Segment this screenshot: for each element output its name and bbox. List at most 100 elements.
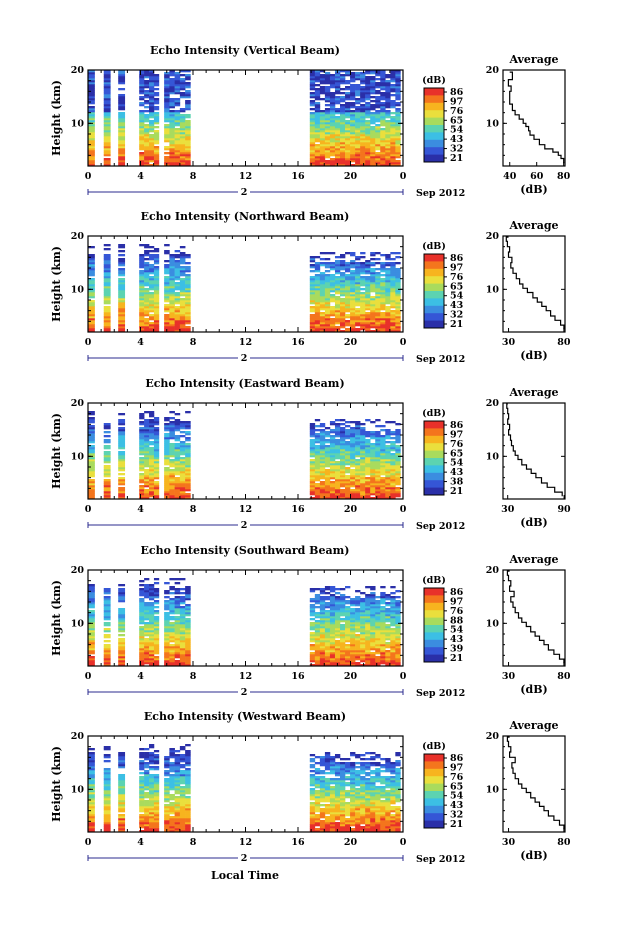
- heatmap-cell: [395, 74, 401, 77]
- heatmap-cell: [365, 628, 371, 631]
- heatmap-cell: [139, 290, 145, 293]
- heatmap-cell: [329, 616, 336, 619]
- heatmap-cell: [153, 447, 160, 450]
- heatmap-cell: [350, 622, 356, 625]
- heatmap-cell: [334, 469, 341, 472]
- heatmap-cell: [380, 82, 386, 85]
- heatmap-cell: [164, 266, 170, 269]
- heatmap-cell: [149, 495, 155, 498]
- heatmap-cell: [365, 72, 371, 75]
- heatmap-cell: [370, 658, 376, 661]
- heatmap-cell: [139, 463, 145, 466]
- heatmap-cell: [314, 497, 321, 500]
- heatmap-cell: [345, 280, 351, 283]
- heatmap-cell: [144, 274, 150, 277]
- heatmap-cell: [365, 104, 371, 107]
- heatmap-cell: [345, 606, 351, 609]
- heatmap-cell: [390, 624, 396, 627]
- heatmap-cell: [375, 312, 381, 315]
- heatmap-cell: [380, 425, 386, 428]
- heatmap-cell: [345, 270, 351, 273]
- heatmap-cell: [88, 274, 95, 277]
- heatmap-cell: [149, 140, 155, 143]
- heatmap-cell: [144, 481, 150, 484]
- heatmap-cell: [118, 116, 126, 119]
- heatmap-cell: [309, 146, 316, 149]
- heatmap-cell: [103, 445, 111, 448]
- heatmap-cell: [380, 162, 386, 165]
- heatmap-cell: [385, 284, 391, 287]
- heatmap-cell: [370, 158, 376, 161]
- heatmap-cell: [179, 662, 186, 665]
- heatmap-cell: [375, 620, 381, 623]
- heatmap-cell: [350, 324, 356, 327]
- heatmap-cell: [375, 491, 381, 494]
- heatmap-cell: [360, 144, 366, 147]
- heatmap-cell: [309, 322, 316, 325]
- heatmap-cell: [360, 120, 366, 123]
- heatmap-cell: [350, 427, 356, 430]
- heatmap-cell: [118, 477, 126, 480]
- heatmap-cell: [179, 616, 186, 619]
- heatmap-cell: [360, 612, 366, 615]
- heatmap-cell: [350, 320, 356, 323]
- heatmap-cell: [365, 286, 371, 289]
- heatmap-cell: [380, 487, 386, 490]
- heatmap-cell: [350, 306, 356, 309]
- heatmap-cell: [390, 298, 396, 301]
- heatmap-cell: [350, 144, 356, 147]
- heatmap-cell: [340, 144, 346, 147]
- heatmap-cell: [118, 284, 126, 287]
- heatmap-cell: [375, 628, 381, 631]
- heatmap-cell: [370, 162, 376, 165]
- heatmap-cell: [139, 142, 145, 145]
- heatmap-cell: [355, 471, 361, 474]
- heatmap-cell: [390, 162, 396, 165]
- heatmap-cell: [324, 632, 331, 635]
- heatmap-cell: [185, 306, 191, 309]
- heatmap-cell: [385, 130, 391, 133]
- heatmap-cell: [390, 481, 396, 484]
- heatmap-cell: [185, 104, 191, 107]
- heatmap-cell: [340, 650, 346, 653]
- heatmap-cell: [380, 300, 386, 303]
- heatmap-cell: [370, 471, 376, 474]
- heatmap-cell: [149, 463, 155, 466]
- heatmap-cell: [334, 80, 341, 83]
- heatmap-cell: [88, 632, 95, 635]
- heatmap-cell: [164, 120, 170, 123]
- heatmap-cell: [355, 495, 361, 498]
- heatmap-cell: [185, 642, 191, 645]
- heatmap-cell: [153, 481, 160, 484]
- panel-4: Echo Intensity (Southward Beam)2010Heigh…: [50, 544, 571, 699]
- heatmap-cell: [153, 276, 160, 279]
- heatmap-cell: [395, 616, 401, 619]
- heatmap-cell: [309, 280, 316, 283]
- heatmap-cell: [169, 636, 175, 639]
- heatmap-cell: [153, 118, 160, 121]
- heatmap-cell: [380, 148, 386, 151]
- heatmap-cell: [169, 477, 175, 480]
- heatmap-cell: [164, 104, 170, 107]
- heatmap-cell: [314, 658, 321, 661]
- heatmap-cell: [153, 636, 160, 639]
- heatmap-cell: [380, 130, 386, 133]
- heatmap-cell: [395, 487, 401, 490]
- heatmap-cell: [324, 114, 331, 117]
- heatmap-cell: [385, 94, 391, 97]
- heatmap-cell: [355, 122, 361, 125]
- heatmap-cell: [179, 487, 186, 490]
- heatmap-cell: [390, 632, 396, 635]
- heatmap-cell: [334, 270, 341, 273]
- heatmap-cell: [314, 429, 321, 432]
- heatmap-cell: [319, 658, 326, 661]
- heatmap-cell: [329, 276, 336, 279]
- heatmap-cell: [375, 110, 381, 113]
- heatmap-cell: [139, 276, 145, 279]
- heatmap-cell: [149, 586, 155, 589]
- heatmap-cell: [395, 268, 401, 271]
- heatmap-cell: [179, 130, 186, 133]
- heatmap-cell: [345, 324, 351, 327]
- heatmap-cell: [380, 306, 386, 309]
- heatmap-cell: [169, 254, 175, 257]
